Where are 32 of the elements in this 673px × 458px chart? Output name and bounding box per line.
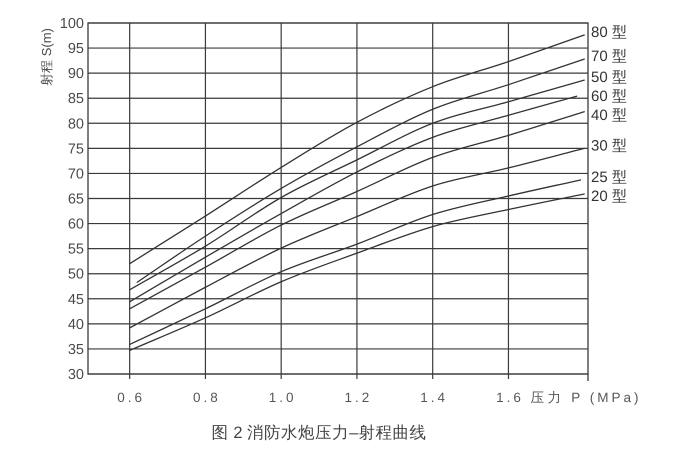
series-label: 25 型 (591, 168, 627, 186)
y-axis-title: 射程 S(m) (39, 28, 54, 86)
y-tick-label: 75 (68, 141, 84, 158)
x-tick-label: 1.6 (496, 390, 524, 405)
x-tick-label: 0.8 (193, 390, 221, 405)
series-label: 70 型 (591, 48, 627, 66)
y-tick-label: 60 (68, 216, 84, 233)
y-tick-label: 35 (68, 342, 84, 358)
series-label: 50 型 (591, 69, 627, 86)
y-tick-label: 80 (68, 116, 84, 132)
series-label: 80 型 (591, 24, 627, 42)
y-tick-label: 65 (68, 192, 84, 208)
series-label: 30 型 (591, 137, 627, 154)
x-tick-label: 1.4 (420, 390, 448, 405)
series-label: 20 型 (591, 188, 627, 205)
y-tick-label: 100 (60, 16, 84, 32)
y-tick-label: 30 (68, 367, 84, 383)
y-tick-label: 85 (68, 91, 84, 108)
y-tick-label: 50 (68, 266, 84, 283)
series-label: 40 型 (591, 107, 627, 124)
series-label: 60 型 (591, 88, 627, 106)
y-tick-label: 45 (68, 292, 84, 308)
x-tick-label: 0.6 (117, 390, 146, 405)
x-tick-label: 1.2 (344, 390, 372, 405)
y-tick-label: 70 (68, 166, 84, 182)
y-tick-label: 95 (68, 41, 84, 58)
text: 图 2 消防水炮压力–射程曲线 (212, 423, 426, 442)
y-tick-label: 40 (68, 316, 84, 333)
y-tick-label: 90 (68, 66, 84, 82)
x-axis-title: 压力 P (MPa) (530, 390, 642, 405)
y-tick-label: 55 (68, 242, 84, 258)
x-tick-label: 1.0 (268, 390, 297, 405)
